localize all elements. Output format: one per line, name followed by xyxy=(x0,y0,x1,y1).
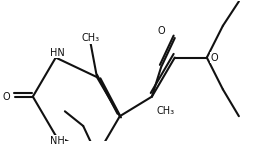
Text: CH₃: CH₃ xyxy=(81,33,99,43)
Text: HN: HN xyxy=(50,48,64,58)
Text: O: O xyxy=(157,26,165,36)
Text: NH: NH xyxy=(50,136,64,146)
Text: CH₃: CH₃ xyxy=(156,106,174,116)
Text: O: O xyxy=(210,53,218,63)
Text: O: O xyxy=(2,92,10,102)
